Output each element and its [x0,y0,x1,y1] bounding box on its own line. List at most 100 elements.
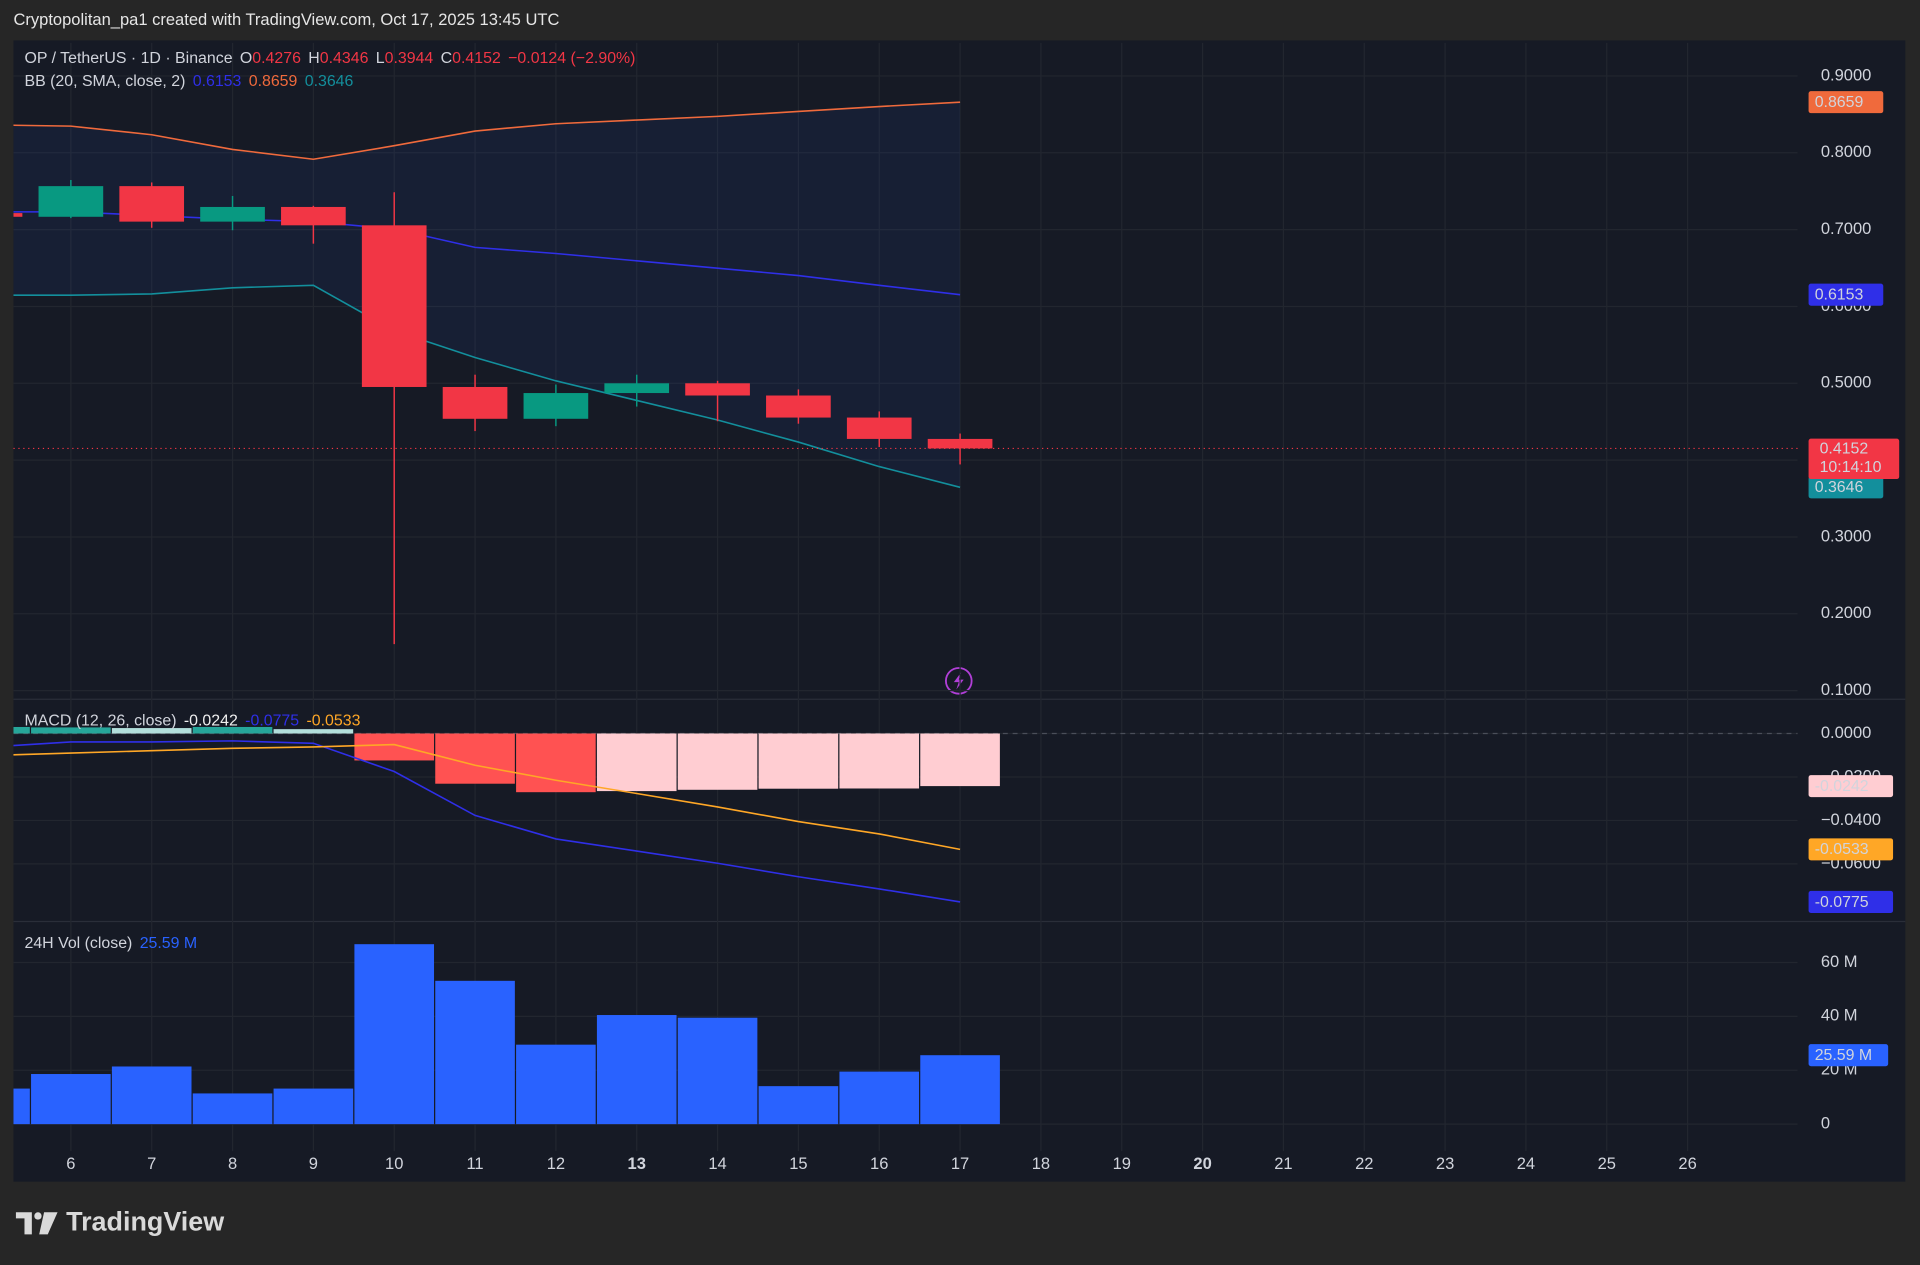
x-tick-label: 12 [547,1154,565,1173]
price-badge-label: 0.3646 [1815,479,1864,496]
price-badge [1808,476,1884,499]
y-tick-label: 40 M [1821,1006,1858,1025]
candle-body [685,383,750,396]
candle-body [846,417,912,439]
price-badge-label: -0.0775 [1815,894,1869,911]
candle-body [38,186,104,217]
indicator-value: 0.3646 [305,73,354,90]
candle-body [119,186,185,222]
histogram-bar [273,729,354,734]
price-badge-label: -0.0533 [1815,841,1869,858]
candle-body [281,206,346,226]
candle-body [604,383,670,394]
y-tick-label: 0 [1821,1113,1830,1132]
lightning-icon [945,667,973,695]
legend: BB (20, SMA, close, 2) 0.6153 0.8659 0.3646 [24,73,353,90]
x-tick-label: 15 [789,1154,807,1173]
x-tick-label: 14 [708,1154,726,1173]
axes: 0.10000.20000.30000.40000.50000.60000.70… [13,50,1900,1173]
legend: OP / TetherUS · 1D · Binance O0.4276 H0.43… [24,50,635,67]
band-line [13,101,961,161]
histogram-bar [192,726,273,734]
x-tick-label: 10 [385,1154,403,1173]
histogram-bar [31,727,111,734]
volume-bar [839,1071,920,1125]
y-tick-label: −0.0400 [1821,810,1881,829]
band-line [13,284,961,489]
y-tick-label: 0.9000 [1821,65,1872,84]
indicator-value: 0.8659 [249,73,298,90]
indicator-name: 24H Vol (close) [24,935,132,952]
x-tick-label: 9 [309,1154,318,1173]
ohlc-label: C [441,50,453,67]
price-badge-label: 0.6153 [1815,287,1864,304]
y-tick-label: 0.3000 [1821,526,1872,545]
countdown: 10:14:10 [1820,459,1882,476]
y-tick-label: 0.0000 [1821,723,1872,742]
x-tick-label: 21 [1274,1154,1292,1173]
price-badge-label: 0.4152 [1820,440,1869,457]
y-tick-label: 60 M [1821,952,1858,971]
volume-bar [111,1066,192,1125]
volume-bar [677,1017,758,1125]
x-tick-label: 23 [1436,1154,1454,1173]
change: −0.0124 (−2.90%) [508,50,635,67]
pane [13,944,1000,1125]
x-tick-label: 6 [66,1154,75,1173]
candle-body [200,206,265,222]
y-tick-label: 0.7000 [1821,219,1872,238]
x-tick-label: 8 [228,1154,237,1173]
pane [13,101,993,645]
volume-bar [516,1044,596,1125]
pane [13,726,1798,903]
indicator-value: -0.0775 [245,712,299,729]
volume-bar [192,1093,273,1125]
volume-bar [596,1015,677,1125]
histogram-bar [13,726,30,734]
x-tick-label: 20 [1193,1154,1211,1173]
price-badge [1808,890,1894,913]
legend: MACD (12, 26, close) -0.0242 -0.0775 -0.053… [24,712,360,729]
y-tick-label: 0.8000 [1821,142,1872,161]
x-tick-label: 11 [466,1154,483,1173]
histogram-bar [111,728,192,734]
macd-line [13,740,961,903]
logo: TradingView [15,1206,224,1236]
candle-body [361,225,427,387]
ohlc-label: H [308,50,320,67]
x-tick-label: 17 [951,1154,969,1173]
x-tick-label: 25 [1598,1154,1616,1173]
x-tick-label: 13 [628,1154,646,1173]
histogram-bar [516,733,596,793]
x-tick-label: 24 [1517,1154,1535,1173]
x-tick-label: 18 [1032,1154,1050,1173]
histogram-bar [920,733,1000,787]
candle-body [442,386,508,419]
price-badge [1808,838,1894,861]
price-badge-label: 0.8659 [1815,94,1864,111]
volume-bar [920,1055,1000,1125]
price-badge-label: -0.0242 [1815,778,1869,795]
volume-bar [13,1088,30,1125]
y-tick-label: 0.5000 [1821,373,1872,392]
volume-bar [273,1088,354,1125]
price-badge-label: 25.59 M [1815,1047,1872,1064]
price-badge [1808,775,1894,798]
legend: 24H Vol (close) 25.59 M [24,935,197,952]
ohlc-value: 0.4152 [452,50,501,67]
candle-body [766,395,831,418]
histogram-bar [839,733,920,789]
price-badge [1808,283,1884,306]
histogram-bar [596,733,677,792]
indicator-value: 0.6153 [193,73,242,90]
indicator-name: MACD (12, 26, close) [24,712,176,729]
indicator-value: -0.0533 [306,712,360,729]
x-tick-label: 7 [147,1154,156,1173]
volume-bar [758,1086,839,1125]
histogram-bar [758,733,839,789]
histogram-bar [677,733,758,790]
ohlc-value: 0.4276 [252,50,301,67]
logo-text: TradingView [66,1206,224,1236]
candle-body [13,213,23,217]
volume-bar [354,944,435,1125]
